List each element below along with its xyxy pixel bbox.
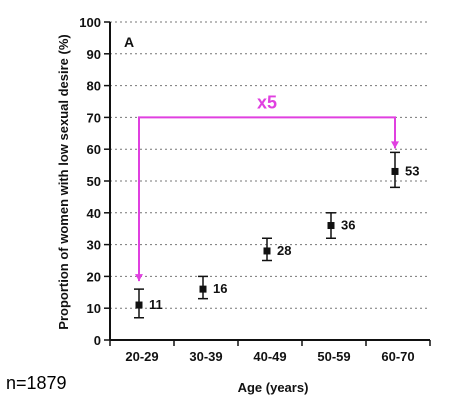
bracket-line <box>138 116 396 282</box>
annotation: x5 <box>135 92 399 282</box>
y-tick-label: 70 <box>87 110 101 125</box>
y-tick-label: 20 <box>87 269 101 284</box>
data-point <box>135 301 143 309</box>
y-tick-label: 50 <box>87 174 101 189</box>
y-ticks: 0 10 20 30 40 50 60 70 80 90 100 <box>79 15 110 348</box>
y-tick-label: 40 <box>87 206 101 221</box>
bracket-label: x5 <box>257 92 277 112</box>
bracket-arrow-left <box>135 274 143 282</box>
grid <box>110 21 430 309</box>
y-tick-label: 100 <box>79 15 101 30</box>
data-point <box>263 247 271 255</box>
y-tick-label: 60 <box>87 142 101 157</box>
data-point <box>327 222 335 230</box>
x-tick-label: 60-70 <box>381 349 414 364</box>
y-tick-label: 10 <box>87 301 101 316</box>
data-label: 53 <box>405 163 419 178</box>
panel-label: A <box>124 34 134 50</box>
x-axis-label: Age (years) <box>238 380 309 395</box>
x-ticks: 20-29 30-39 40-49 50-59 60-70 <box>109 340 431 364</box>
data-label: 11 <box>149 297 163 312</box>
x-tick-label: 40-49 <box>253 349 286 364</box>
y-tick-label: 80 <box>87 79 101 94</box>
data-label: 16 <box>213 281 227 296</box>
data-point <box>199 285 207 293</box>
data-label: 36 <box>341 218 355 233</box>
y-tick-label: 0 <box>94 333 101 348</box>
data-marks: 11 16 28 36 53 <box>134 151 419 319</box>
y-axis-label: Proportion of women with low sexual desi… <box>56 34 71 329</box>
x-tick-label: 50-59 <box>317 349 350 364</box>
sample-size-note: n=1879 <box>6 373 67 393</box>
data-label: 28 <box>277 243 291 258</box>
data-point <box>391 167 399 175</box>
y-tick-label: 30 <box>87 238 101 253</box>
y-tick-label: 90 <box>87 47 101 62</box>
x-tick-label: 30-39 <box>189 349 222 364</box>
bracket-arrow-right <box>391 141 399 149</box>
x-tick-label: 20-29 <box>125 349 158 364</box>
